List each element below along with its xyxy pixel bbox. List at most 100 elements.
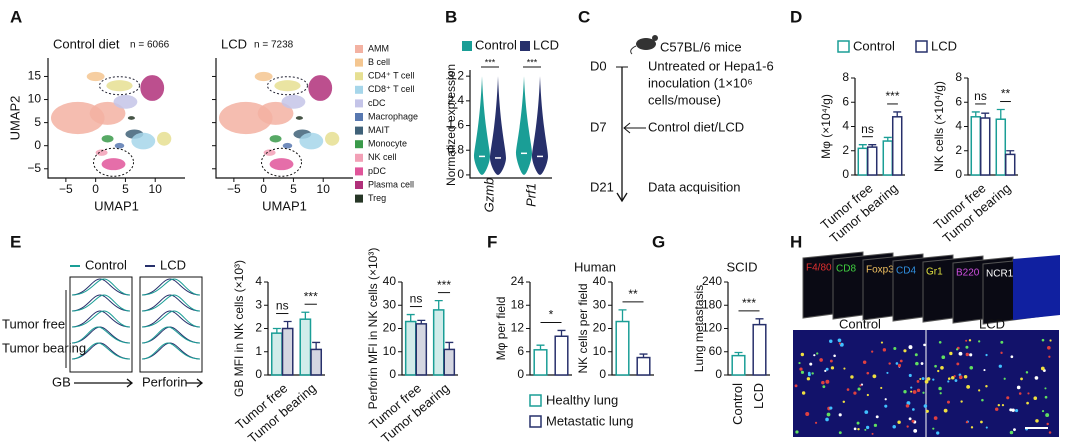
x-label: Perforin (142, 374, 188, 389)
significance: * (549, 308, 554, 322)
legend-swatch (355, 153, 363, 162)
cell-dot (811, 372, 814, 375)
cell-dot (850, 375, 854, 379)
cell-dot (1010, 355, 1014, 359)
significance: ns (861, 122, 874, 136)
cell-dot (825, 379, 830, 384)
cell-dot (830, 366, 835, 370)
umap-cluster (269, 135, 282, 143)
legend-label: LCD (533, 37, 559, 52)
umap-cluster (95, 149, 108, 156)
x-tick-label: LCD (751, 383, 766, 409)
cell-dot (884, 404, 888, 408)
cell-dot (912, 408, 915, 411)
cell-dot (916, 380, 920, 383)
bar (554, 335, 569, 376)
cell-dot (910, 386, 913, 389)
cell-dot (892, 424, 896, 429)
cell-dot (1033, 396, 1038, 400)
cell-dot (825, 367, 829, 371)
umap-cluster (282, 142, 293, 149)
mouse-tail (630, 45, 637, 55)
cell-dot (953, 375, 956, 378)
y-tick-label: 2.4 (447, 93, 464, 107)
cell-dot (1041, 338, 1045, 342)
cell-dot (1020, 377, 1023, 381)
umap-cluster (106, 80, 133, 92)
cell-dot (968, 339, 972, 342)
cell-dot (1046, 422, 1049, 426)
mouse-label: C57BL/6 mice (660, 39, 742, 54)
cell-dot (963, 375, 968, 379)
cell-dot (821, 380, 825, 385)
cell-dot (956, 348, 959, 351)
cell-dot (875, 415, 879, 419)
cell-dot (886, 371, 889, 374)
cell-dot (910, 390, 913, 393)
cell-dot (1026, 401, 1029, 405)
bar (270, 332, 283, 376)
legend-swatch (355, 167, 363, 176)
legend-label: LCD (160, 257, 186, 272)
umap-cluster (86, 71, 105, 82)
cell-dot (903, 390, 907, 394)
error-bar (618, 309, 627, 322)
error-bar (883, 136, 892, 142)
cell-dot (809, 362, 813, 366)
legend-label: Control (853, 38, 895, 53)
cell-dot (998, 364, 1002, 368)
cell-dot (940, 365, 944, 370)
row-label: Tumor bearing (2, 340, 86, 355)
cell-dot (800, 370, 805, 374)
cell-dot (949, 351, 953, 356)
cell-dot (906, 401, 911, 405)
cell-dot (1001, 403, 1005, 407)
bar (857, 147, 869, 176)
x-label: GB (52, 374, 71, 389)
y-tick-label: 2 (955, 143, 962, 157)
cell-dot (920, 362, 924, 365)
legend-swatch (355, 194, 363, 203)
cell-dot (824, 369, 827, 372)
significance: ** (1001, 87, 1011, 101)
cell-dot (838, 431, 842, 435)
y-tick-label: 10 (28, 92, 42, 106)
umap-n: n = 7238 (254, 40, 294, 51)
y-tick-label: 18 (511, 297, 525, 311)
legend-label: Monocyte (368, 139, 407, 149)
error-bar (406, 313, 415, 322)
legend-label: B cell (368, 57, 390, 67)
y-tick-label: 3.2 (447, 68, 464, 82)
histogram-curve (71, 294, 131, 312)
day-label: D21 (590, 179, 614, 194)
cell-dot (954, 379, 958, 383)
panel-label: F (487, 232, 497, 251)
umap-cluster (157, 131, 172, 146)
cell-dot (819, 358, 823, 362)
cell-dot (829, 406, 833, 410)
cell-dot (1047, 345, 1051, 350)
stain-label: Gr1 (926, 267, 943, 278)
cell-dot (923, 343, 926, 347)
umap-cluster (295, 116, 303, 120)
legend-label: Healthy lung (546, 392, 618, 407)
histogram-curve (71, 310, 131, 328)
cell-dot (880, 386, 883, 390)
legend-label: Treg (368, 193, 386, 203)
y-tick-label: 180 (702, 297, 722, 311)
y-tick-label: 40 (593, 274, 607, 288)
axis (469, 70, 552, 179)
legend-label: AMM (368, 43, 389, 53)
cell-dot (857, 427, 860, 431)
bar (891, 116, 903, 176)
cell-dot (985, 353, 988, 357)
y-tick-label: 24 (511, 274, 525, 288)
y-tick-label: 0 (955, 167, 962, 181)
bar (866, 146, 878, 176)
cell-dot (806, 377, 811, 381)
significance: *** (304, 289, 318, 303)
histogram-curve (141, 278, 201, 296)
panel-label: E (10, 232, 21, 251)
y-tick-label: 20 (593, 321, 607, 335)
cell-dot (911, 419, 915, 423)
